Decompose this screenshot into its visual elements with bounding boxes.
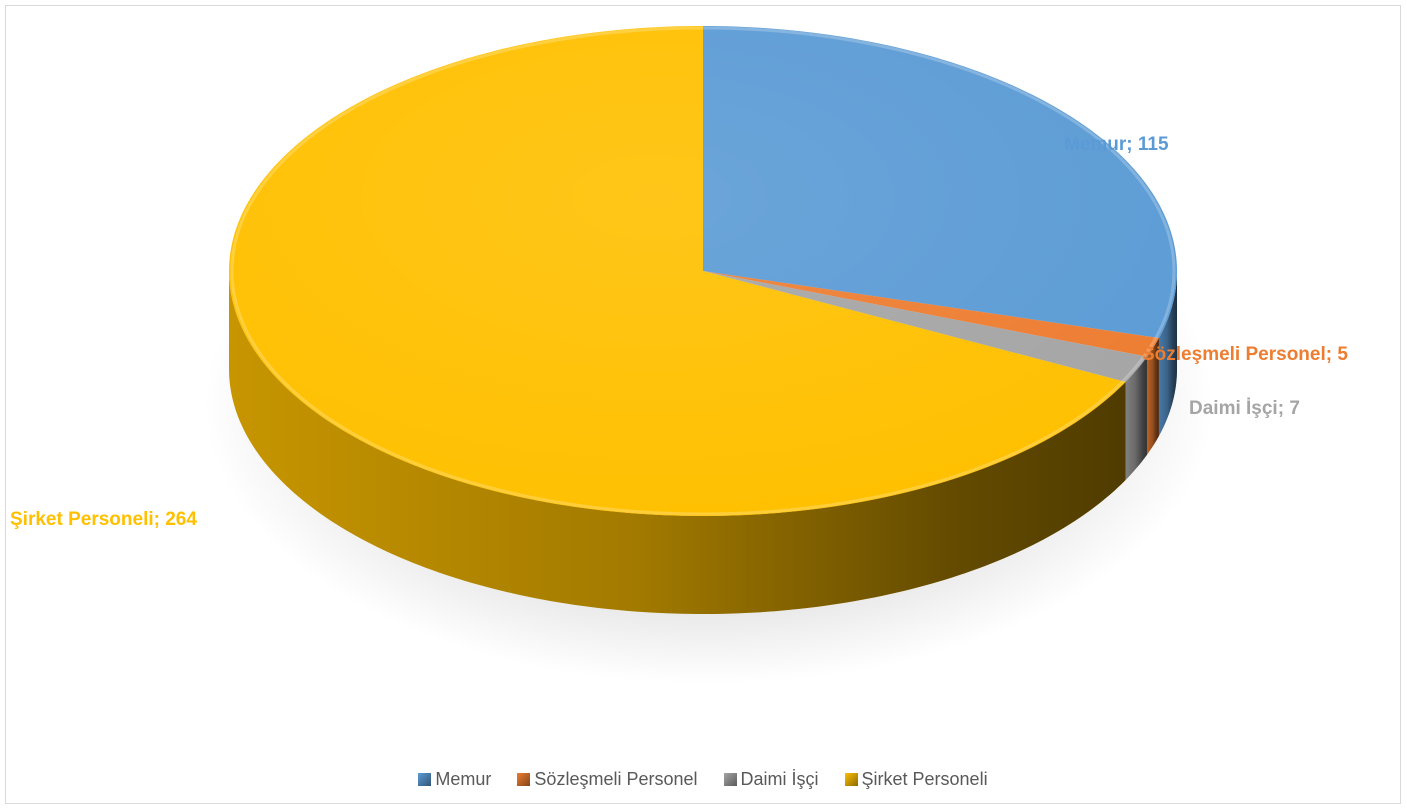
legend-swatch-1 xyxy=(517,773,531,786)
legend-label-0: Memur xyxy=(435,769,492,789)
legend-label-3: Şirket Personeli xyxy=(861,769,988,789)
data-label-3: Şirket Personeli; 264 xyxy=(10,509,197,530)
pie-side-2 xyxy=(1125,356,1148,480)
legend-label-1: Sözleşmeli Personel xyxy=(534,769,698,789)
legend-item-2: Daimi İşçi xyxy=(723,769,819,790)
data-label-2: Daimi İşçi; 7 xyxy=(1189,398,1300,419)
legend-item-0: Memur xyxy=(418,769,491,790)
pie-side-shade-2 xyxy=(1125,356,1148,480)
pie-side-0 xyxy=(1158,271,1177,437)
legend-swatch-2 xyxy=(723,773,737,786)
pie-side-3 xyxy=(229,271,1126,614)
data-label-0: Memur; 115 xyxy=(1064,134,1169,155)
data-label-1: Sözleşmeli Personel; 5 xyxy=(1142,344,1348,365)
pie-side-shade-1 xyxy=(1147,338,1159,455)
legend-item-3: Şirket Personeli xyxy=(844,769,988,790)
pie-side-shade-3 xyxy=(229,271,1126,614)
legend-swatch-0 xyxy=(418,773,432,786)
legend-label-2: Daimi İşçi xyxy=(740,769,819,789)
pie-side-shade-0 xyxy=(1158,271,1177,437)
pie-side-1 xyxy=(1147,338,1159,455)
pie-sides xyxy=(229,271,1177,614)
chart-area: Memur; 115 Sözleşmeli Personel; 5 Daimi İş… xyxy=(5,5,1401,804)
legend-swatch-3 xyxy=(844,773,858,786)
legend: Memur Sözleşmeli Personel Daimi İşçi Şirket… xyxy=(6,769,1400,791)
legend-item-1: Sözleşmeli Personel xyxy=(517,769,698,790)
pie-shine xyxy=(229,26,1177,516)
pie-tops xyxy=(229,26,1177,516)
pie-chart xyxy=(204,26,1214,684)
